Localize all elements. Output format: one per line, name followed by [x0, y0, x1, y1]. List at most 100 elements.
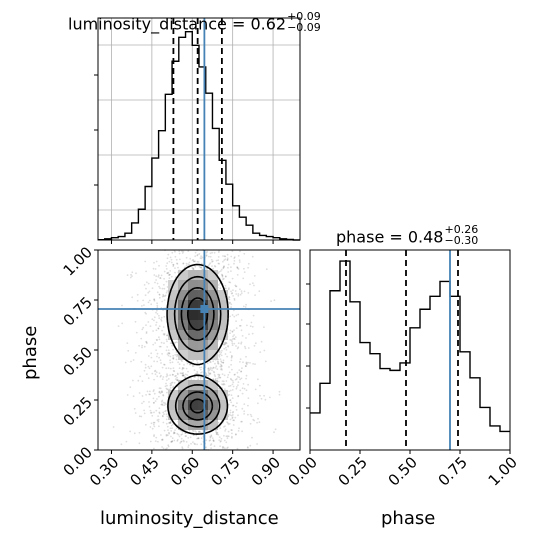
scatter-point [229, 329, 232, 332]
scatter-point [198, 430, 200, 433]
scatter-point [240, 341, 243, 344]
scatter-point [240, 377, 243, 380]
scatter-point [184, 435, 187, 438]
density-cell [218, 330, 228, 340]
luminosity-distance-title: luminosity_distance = 0.62 +0.09 −0.09 [68, 10, 321, 34]
scatter-point [237, 313, 240, 316]
scatter-point [160, 434, 162, 436]
scatter-point [223, 347, 226, 350]
scatter-point [145, 312, 148, 315]
scatter-point [162, 415, 164, 418]
scatter-point [171, 361, 174, 364]
scatter-point [161, 446, 164, 448]
scatter-point [174, 255, 177, 258]
scatter-point [252, 314, 255, 317]
scatter-point [162, 394, 165, 397]
scatter-point [169, 427, 172, 430]
scatter-point [221, 446, 224, 448]
scatter-point [243, 271, 246, 273]
scatter-point [165, 349, 168, 352]
scatter-point [218, 388, 221, 391]
scatter-point [158, 390, 161, 393]
scatter-point [219, 287, 222, 290]
scatter-point [233, 338, 236, 340]
contour-line [166, 263, 229, 435]
scatter-point [159, 375, 162, 378]
scatter-point [217, 433, 220, 436]
scatter-point [233, 257, 236, 260]
scatter-point [237, 395, 240, 397]
scatter-point [188, 261, 191, 264]
density-cell [218, 310, 228, 320]
scatter-point [227, 403, 230, 406]
density-cell [218, 300, 228, 310]
density-cell [208, 420, 218, 430]
scatter-point [153, 370, 156, 373]
scatter-point [245, 303, 248, 306]
density-cell [168, 390, 178, 400]
scatter-point [143, 284, 146, 286]
scatter-point [234, 378, 237, 381]
density-cell [198, 390, 208, 400]
scatter-point [185, 435, 188, 437]
scatter-point [229, 389, 232, 392]
scatter-point [247, 383, 250, 386]
scatter-point [160, 374, 162, 377]
scatter-point [221, 274, 224, 277]
scatter-point [160, 318, 163, 321]
scatter-point [208, 263, 211, 266]
scatter-point [158, 325, 161, 328]
scatter-point [184, 376, 187, 379]
scatter-point [228, 422, 231, 425]
scatter-point [168, 273, 171, 276]
scatter-point [158, 372, 161, 375]
scatter-point [176, 354, 179, 357]
scatter-point [230, 306, 233, 308]
density-cell [208, 340, 218, 350]
scatter-point [194, 443, 197, 446]
scatter-point [259, 351, 262, 353]
scatter-point [124, 361, 127, 364]
scatter-point [231, 435, 233, 438]
scatter-point [223, 265, 225, 268]
scatter-point [170, 430, 173, 432]
scatter-point [183, 364, 185, 366]
scatter-point [170, 275, 173, 278]
scatter-point [141, 395, 144, 397]
scatter-point [155, 371, 158, 374]
phase-upper-error: +0.26 [444, 223, 479, 236]
scatter-point [150, 356, 153, 359]
density-cell [198, 320, 208, 330]
scatter-point [147, 282, 150, 285]
scatter-point [240, 420, 243, 423]
scatter-point [145, 332, 148, 334]
scatter-point [245, 374, 248, 377]
scatter-point [247, 413, 249, 416]
scatter-point [224, 275, 227, 278]
scatter-point [229, 281, 232, 284]
scatter-point [219, 358, 222, 360]
scatter-point [222, 361, 225, 364]
scatter-point [256, 421, 258, 424]
scatter-point [212, 367, 215, 369]
scatter-point [211, 265, 213, 267]
scatter-point [234, 284, 237, 287]
scatter-point [238, 324, 241, 327]
scatter-point [221, 276, 224, 278]
scatter-point [117, 325, 120, 327]
density-cell [198, 350, 208, 360]
scatter-point [223, 434, 225, 437]
scatter-point [217, 361, 220, 363]
scatter-point [231, 355, 233, 358]
scatter-point [218, 351, 221, 354]
scatter-point [235, 378, 238, 380]
scatter-point [165, 268, 168, 270]
scatter-point [211, 251, 214, 254]
scatter-point [215, 365, 218, 368]
scatter-point [166, 290, 169, 292]
scatter-point [145, 394, 148, 396]
scatter-point [178, 367, 181, 370]
scatter-point [218, 350, 221, 353]
density-cell [188, 270, 198, 280]
scatter-point [241, 367, 243, 370]
